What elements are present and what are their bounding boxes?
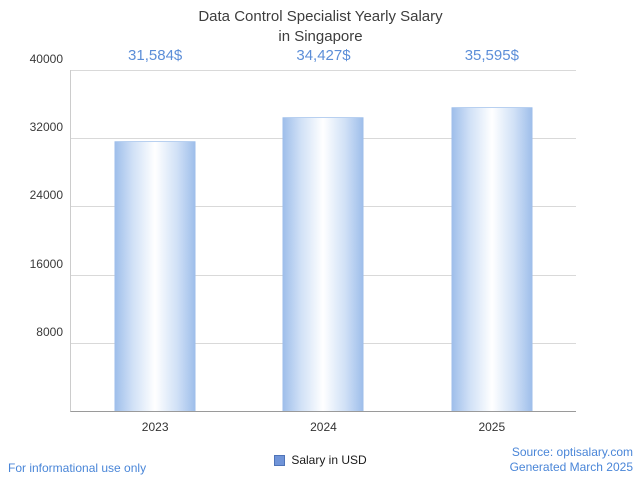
chart-title-line2: in Singapore <box>278 27 363 45</box>
value-label: 35,595$ <box>464 47 519 64</box>
bar-2025 <box>451 106 533 411</box>
gridline <box>71 70 576 71</box>
y-axis-tick-label: 40000 <box>29 52 63 66</box>
legend: Salary in USD <box>0 453 641 467</box>
x-axis-label: 2024 <box>310 420 337 434</box>
bar-2023 <box>114 140 196 411</box>
x-axis-label: 2023 <box>141 420 169 434</box>
source-text: Source: optisalary.com <box>511 445 633 459</box>
bar-column: 34,427$ 2024 <box>239 47 407 434</box>
legend-swatch-icon <box>274 454 286 466</box>
legend-label: Salary in USD <box>291 453 367 467</box>
y-axis-tick-label: 24000 <box>29 188 63 202</box>
bar-2024 <box>282 116 364 411</box>
x-axis-label: 2025 <box>478 420 506 434</box>
chart-title-line1: Data Control Specialist Yearly Salary <box>198 8 443 25</box>
bar-columns: 31,584$ 2023 34,427$ 2024 35,595$ 2025 <box>71 47 576 434</box>
value-label: 31,584$ <box>128 47 183 64</box>
y-axis-tick-label: 32000 <box>29 120 63 134</box>
generated-text: Generated March 2025 <box>509 460 633 474</box>
bar-column: 31,584$ 2023 <box>71 47 239 434</box>
chart-title: Data Control Specialist Yearly Salary in… <box>0 7 641 46</box>
source-block: Source: optisalary.com Generated March 2… <box>510 445 633 475</box>
value-label: 34,427$ <box>296 47 351 64</box>
disclaimer-text: For informational use only <box>8 461 147 475</box>
y-axis-tick-label: 8000 <box>36 325 63 339</box>
bar-column: 35,595$ 2025 <box>408 47 576 434</box>
y-axis-tick-label: 16000 <box>29 257 63 271</box>
plot-area: 31,584$ 2023 34,427$ 2024 35,595$ 2025 8000 16… <box>30 47 576 434</box>
